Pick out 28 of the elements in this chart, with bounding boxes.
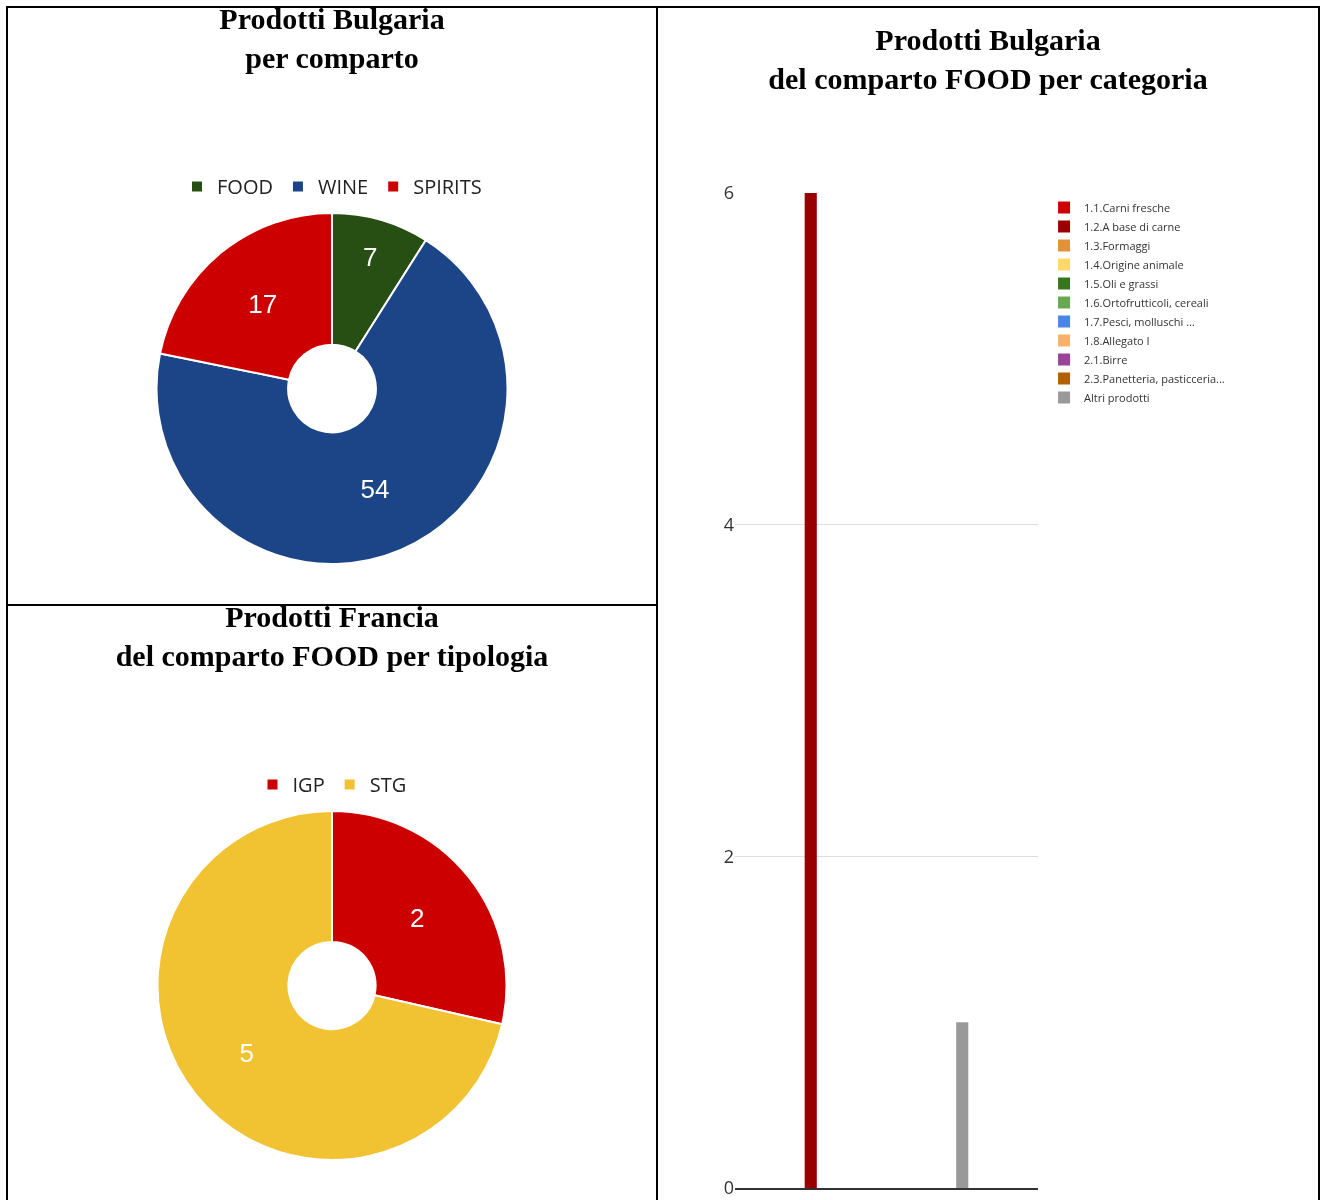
legend-label: FOOD: [217, 173, 273, 201]
legend-label: 1.3.Formaggi: [1084, 237, 1151, 253]
legend-label: IGP: [292, 771, 325, 799]
data-label: 5: [239, 1038, 254, 1069]
legend-label: STG: [369, 771, 407, 799]
y-tick-label: 4: [723, 511, 734, 536]
legend-label: 1.7.Pesci, molluschi …: [1084, 313, 1195, 329]
chart-title: Prodotti Bulgaria del comparto FOOD per categoria: [768, 22, 1208, 95]
legend-label: 1.5.Oli e grassi: [1084, 275, 1159, 291]
legend-label: SPIRITS: [413, 173, 482, 201]
data-label: 7: [362, 241, 378, 272]
data-label: 2: [410, 902, 425, 933]
y-tick-label: 2: [723, 843, 734, 868]
legend-label: 1.4.Origine animale: [1084, 256, 1184, 272]
legend-label: 1.2.A base di carne: [1084, 218, 1181, 234]
data-label: 17: [248, 288, 278, 319]
legend-label: 2.3.Panetteria, pasticceria...: [1084, 370, 1225, 386]
legend-label: Altri prodotti: [1084, 389, 1150, 405]
legend-label: 1.1.Carni fresche: [1084, 199, 1171, 215]
legend-label: 2.1.Birre: [1084, 351, 1128, 367]
legend-label: WINE: [317, 173, 369, 201]
legend-label: 1.6.Ortofrutticoli, cereali: [1084, 294, 1209, 310]
data-label: 54: [360, 474, 390, 505]
legend-label: 1.8.Allegato I: [1084, 332, 1150, 348]
y-tick-label: 0: [723, 1175, 734, 1200]
y-tick-label: 6: [723, 180, 734, 205]
chart-title: Prodotti Bulgaria per comparto: [219, 1, 445, 74]
chart-title: Prodotti Francia del comparto FOOD per tipologia: [115, 599, 549, 672]
